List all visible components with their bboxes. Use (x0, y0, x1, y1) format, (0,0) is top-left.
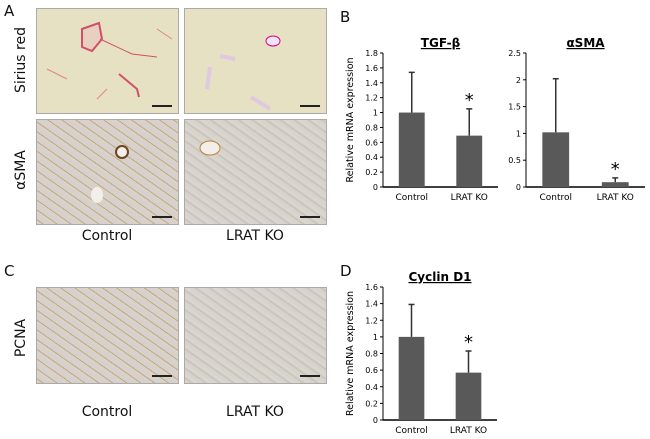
y-tick-label: 1.8 (365, 49, 378, 58)
y-tick-label: 1.6 (365, 64, 378, 73)
significance-marker: * (465, 90, 474, 111)
y-tick-label: 2 (516, 76, 521, 85)
y-tick-label: 2.5 (508, 49, 521, 58)
micrograph-sirius-lrat-ko (184, 8, 327, 114)
panel-label-a: A (4, 2, 15, 20)
y-tick-label: 1.4 (365, 300, 378, 309)
y-tick-label: 1.5 (508, 103, 521, 112)
x-tick-label: LRAT KO (597, 193, 634, 203)
col-label-control-pcna: Control (81, 404, 133, 420)
panel-label-d: D (340, 262, 352, 280)
micrograph-pcna-control (36, 287, 179, 384)
y-tick-label: 1.2 (365, 94, 378, 103)
x-tick-label: LRAT KO (451, 193, 488, 203)
y-tick-label: 0.4 (365, 383, 378, 392)
y-tick-label: 1 (373, 109, 378, 118)
x-tick-label: Control (395, 426, 428, 436)
chart-title: TGF-β (421, 36, 461, 50)
bar-control (398, 336, 425, 420)
y-tick-label: 0.8 (365, 123, 378, 132)
y-tick-label: 0.6 (365, 366, 378, 375)
bar-control (542, 132, 570, 187)
bar-lrat-ko (456, 135, 483, 187)
y-tick-label: 1.2 (365, 316, 378, 325)
chart-title: αSMA (566, 36, 605, 50)
col-label-lrat-ko: LRAT KO (226, 228, 284, 244)
y-tick-label: 1.6 (365, 283, 378, 292)
y-axis-label: Relative mRNA expression (345, 291, 356, 416)
significance-marker: * (611, 159, 620, 180)
panel-label-b: B (340, 8, 351, 26)
bar-control (398, 112, 425, 187)
y-tick-label: 0 (373, 183, 378, 192)
y-tick-label: 1 (516, 129, 521, 138)
y-tick-label: 1.4 (365, 79, 378, 88)
y-tick-label: 0.8 (365, 350, 378, 359)
y-tick-label: 0.2 (365, 168, 378, 177)
panel-label-c: C (4, 262, 15, 280)
col-label-control: Control (81, 228, 133, 244)
bar-lrat-ko (601, 182, 629, 187)
y-tick-label: 0.5 (508, 156, 521, 165)
y-tick-label: 0.2 (365, 399, 378, 408)
y-axis-label: Relative mRNA expression (345, 57, 356, 182)
x-tick-label: Control (539, 193, 572, 203)
y-tick-label: 0 (373, 416, 378, 425)
chart-title: Cyclin D1 (409, 270, 472, 284)
x-tick-label: Control (395, 193, 428, 203)
y-tick-label: 0.6 (365, 138, 378, 147)
bar-lrat-ko (455, 372, 482, 420)
x-tick-label: LRAT KO (450, 426, 487, 436)
significance-marker: * (464, 332, 473, 353)
micrograph-asma-control (36, 119, 179, 225)
micrograph-pcna-lrat-ko (184, 287, 327, 384)
col-label-lrat-ko-pcna: LRAT KO (226, 404, 284, 420)
micrograph-sirius-control (36, 8, 179, 114)
y-tick-label: 0 (516, 183, 521, 192)
micrograph-asma-lrat-ko (184, 119, 327, 225)
y-tick-label: 0.4 (365, 153, 378, 162)
y-tick-label: 1 (373, 333, 378, 342)
